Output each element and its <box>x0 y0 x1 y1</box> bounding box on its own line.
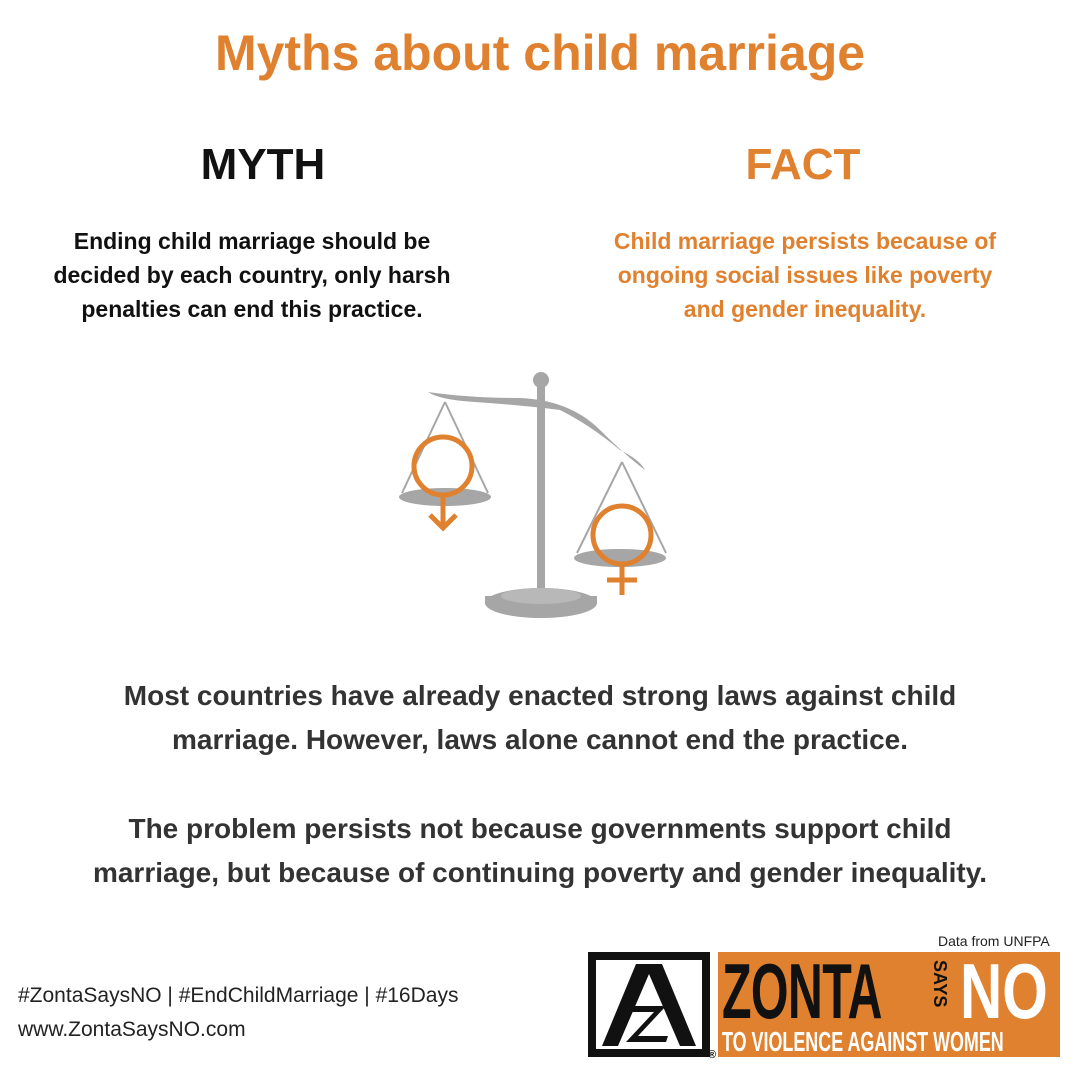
body-line: The problem persists not because governm… <box>128 813 952 844</box>
fact-line: Child marriage persists because of <box>613 228 997 254</box>
fact-line: ongoing social issues like poverty <box>617 262 993 288</box>
scale-illustration <box>399 372 667 618</box>
source: Data from UNFPA <box>938 933 1050 949</box>
logo-says: SAYS <box>930 960 950 1008</box>
logo-no: NO <box>960 947 1048 1035</box>
body-line: Most countries have already enacted stro… <box>123 680 957 711</box>
body-line: marriage. However, laws alone cannot end… <box>171 724 909 755</box>
zonta-says-no-logo: ZONTA SAYS NO TO VIOLENCE AGAINST WOMEN <box>718 947 1060 1057</box>
myth-line: Ending child marriage should be <box>73 228 431 254</box>
myth-line: decided by each country, only harsh <box>53 262 451 288</box>
registered-mark: ® <box>708 1049 716 1061</box>
myth-heading: MYTH <box>200 140 326 189</box>
body-line: marriage, but because of continuing pove… <box>92 857 988 888</box>
hashtags: #ZontaSaysNO | #EndChildMarriage | #16Da… <box>18 984 459 1007</box>
url: www.ZontaSaysNO.com <box>18 1018 246 1041</box>
zonta-emblem: ® <box>588 952 716 1061</box>
myth-line: penalties can end this practice. <box>81 296 423 322</box>
logo-zonta: ZONTA <box>722 947 882 1035</box>
fact-heading: FACT <box>745 140 861 189</box>
logo-tagline: TO VIOLENCE AGAINST WOMEN <box>722 1026 1004 1057</box>
fact-line: and gender inequality. <box>683 296 927 322</box>
title: Myths about child marriage <box>214 25 866 81</box>
